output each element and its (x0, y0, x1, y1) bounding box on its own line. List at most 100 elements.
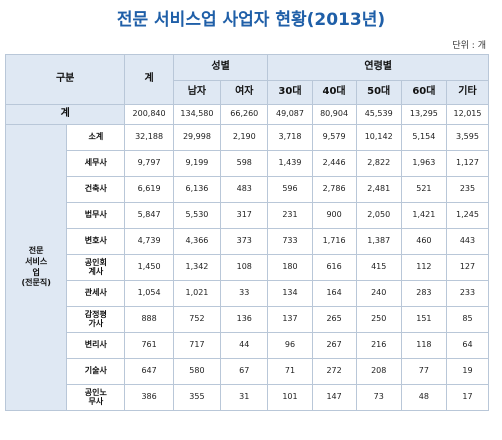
row-label: 변호사 (66, 228, 126, 255)
table-cell: 29,998 (172, 124, 222, 151)
table-cell: 66,260 (220, 104, 269, 125)
row-label: 변리사 (66, 332, 126, 359)
row-label: 소계 (66, 124, 126, 151)
table-cell: 460 (400, 228, 447, 255)
table-cell: 616 (311, 254, 357, 281)
table-cell: 1,421 (400, 202, 447, 229)
table-cell: 2,050 (355, 202, 402, 229)
table-cell: 3,718 (267, 124, 313, 151)
header-male: 남자 (172, 80, 222, 105)
unit-label: 단위 : 개 (452, 41, 486, 51)
header-total: 계 (124, 54, 174, 105)
table-cell: 2,822 (355, 150, 402, 177)
header-age-60s: 60대 (400, 80, 447, 105)
table-cell: 127 (445, 254, 490, 281)
table-cell: 147 (311, 384, 357, 411)
table-cell: 1,054 (124, 280, 174, 307)
header-group: 구분 (4, 54, 126, 105)
table-cell: 108 (220, 254, 269, 281)
table-cell: 761 (124, 332, 174, 359)
table-cell: 1,450 (124, 254, 174, 281)
table-cell: 443 (445, 228, 490, 255)
table-cell: 900 (311, 202, 357, 229)
row-label: 감정평 가사 (66, 306, 126, 333)
table-cell: 386 (124, 384, 174, 411)
row-label: 공인회 계사 (66, 254, 126, 281)
table-cell: 233 (445, 280, 490, 307)
table-cell: 101 (267, 384, 313, 411)
table-cell: 6,136 (172, 176, 222, 203)
table-cell: 13,295 (400, 104, 447, 125)
header-age-40s: 40대 (311, 80, 357, 105)
table-cell: 267 (311, 332, 357, 359)
table-cell: 265 (311, 306, 357, 333)
header-age-other: 기타 (445, 80, 490, 105)
table-cell: 9,579 (311, 124, 357, 151)
table-cell: 1,963 (400, 150, 447, 177)
row-label: 법무사 (66, 202, 126, 229)
table-cell: 137 (267, 306, 313, 333)
header-age-30s: 30대 (267, 80, 313, 105)
table-cell: 1,439 (267, 150, 313, 177)
table-cell: 49,087 (267, 104, 313, 125)
table-cell: 373 (220, 228, 269, 255)
table-cell: 71 (267, 358, 313, 385)
header-gender: 성별 (172, 54, 269, 81)
table-cell: 136 (220, 306, 269, 333)
table-row: 관세사 1,054 1,021 33 134 164 240 283 233 (6, 280, 490, 307)
table-cell: 231 (267, 202, 313, 229)
table-cell: 2,446 (311, 150, 357, 177)
table-cell: 12,015 (445, 104, 490, 125)
table-cell: 235 (445, 176, 490, 203)
table-cell: 2,481 (355, 176, 402, 203)
table-cell: 164 (311, 280, 357, 307)
table-cell: 77 (400, 358, 447, 385)
table-cell: 9,797 (124, 150, 174, 177)
table-cell: 208 (355, 358, 402, 385)
table-cell: 33 (220, 280, 269, 307)
table-cell: 45,539 (355, 104, 402, 125)
table-cell: 67 (220, 358, 269, 385)
row-label: 관세사 (66, 280, 126, 307)
table-cell: 1,387 (355, 228, 402, 255)
table-cell: 1,342 (172, 254, 222, 281)
table-cell: 134 (267, 280, 313, 307)
table-cell: 9,199 (172, 150, 222, 177)
table-row: 공인회 계사 1,450 1,342 108 180 616 415 112 127 (6, 254, 490, 281)
table-cell: 283 (400, 280, 447, 307)
table-cell: 4,739 (124, 228, 174, 255)
table-row: 건축사 6,619 6,136 483 596 2,786 2,481 521 235 (6, 176, 490, 203)
table-cell: 17 (445, 384, 490, 411)
table-row: 세무사 9,797 9,199 598 1,439 2,446 2,822 1,963 1,12… (6, 150, 490, 177)
table-cell: 733 (267, 228, 313, 255)
table-cell: 1,716 (311, 228, 357, 255)
table-row: 공인노 무사 386 355 31 101 147 73 48 17 (6, 384, 490, 411)
table-cell: 200,840 (124, 104, 174, 125)
table-cell: 717 (172, 332, 222, 359)
table-cell: 483 (220, 176, 269, 203)
table-cell: 2,190 (220, 124, 269, 151)
table-cell: 19 (445, 358, 490, 385)
table-cell: 4,366 (172, 228, 222, 255)
table-cell: 580 (172, 358, 222, 385)
table-cell: 134,580 (172, 104, 222, 125)
table-cell: 598 (220, 150, 269, 177)
table-row: 변리사 761 717 44 96 267 216 118 64 (6, 332, 490, 359)
row-label: 건축사 (66, 176, 126, 203)
header-age-50s: 50대 (355, 80, 402, 105)
table-cell: 647 (124, 358, 174, 385)
table-cell: 10,142 (355, 124, 402, 151)
table-cell: 521 (400, 176, 447, 203)
table-cell: 118 (400, 332, 447, 359)
table-cell: 31 (220, 384, 269, 411)
table-cell: 5,530 (172, 202, 222, 229)
category-label: 전문 서비스 업 (전문직) (4, 124, 68, 411)
table-cell: 85 (445, 306, 490, 333)
table-cell: 216 (355, 332, 402, 359)
header-female: 여자 (220, 80, 269, 105)
table-cell: 752 (172, 306, 222, 333)
table-cell: 272 (311, 358, 357, 385)
table-cell: 48 (400, 384, 447, 411)
table-row: 전문 서비스 업 (전문직) 소계 32,188 29,998 2,190 3,718 9,… (4, 124, 490, 411)
table-cell: 1,245 (445, 202, 490, 229)
